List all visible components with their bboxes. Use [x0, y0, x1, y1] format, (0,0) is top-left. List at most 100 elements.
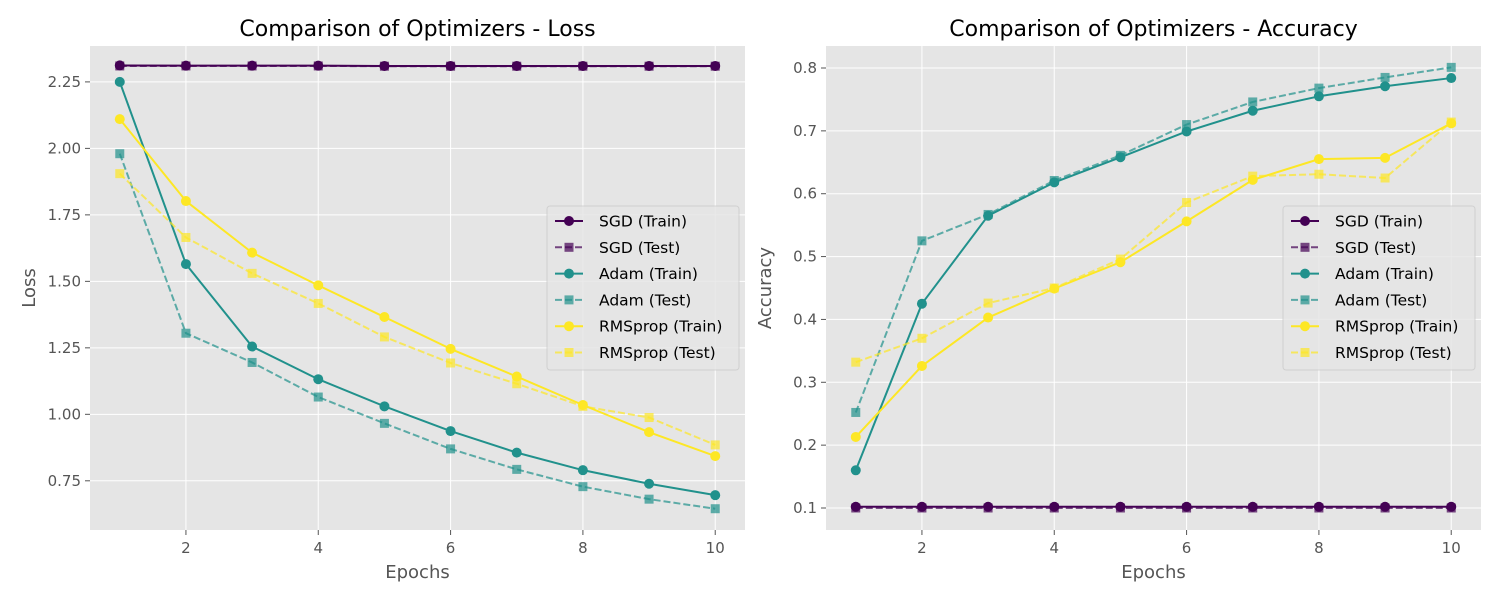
- legend-item: SGD (Train): [1291, 213, 1423, 231]
- legend-marker: [1300, 216, 1310, 226]
- x-tick-label: 8: [578, 539, 588, 557]
- data-point: [1313, 154, 1324, 165]
- data-point: [512, 61, 522, 71]
- series-rmsprop-test: [115, 169, 720, 450]
- data-point: [115, 61, 125, 71]
- data-point: [114, 114, 125, 125]
- y-tick-label: 0.6: [793, 185, 817, 203]
- legend-item: RMSprop (Test): [1291, 344, 1452, 362]
- y-tick-label: 2.00: [48, 139, 81, 157]
- data-point: [247, 357, 257, 367]
- y-tick-label: 0.7: [793, 122, 817, 140]
- legend-item: RMSprop (Train): [1291, 318, 1458, 336]
- data-point: [247, 61, 257, 71]
- x-tick-label: 6: [1182, 539, 1192, 557]
- legend: SGD (Train) SGD (Test) Adam (Train) Adam (T…: [1282, 205, 1476, 371]
- data-point: [850, 431, 861, 442]
- legend-item: SGD (Test): [1291, 239, 1416, 257]
- series-line-adam-train: [854, 77, 1452, 471]
- legend-item: Adam (Train): [555, 265, 698, 283]
- x-axis-label: Epochs: [385, 562, 450, 583]
- data-point: [710, 61, 720, 71]
- legend-label: RMSprop (Test): [599, 344, 716, 362]
- data-point: [1446, 62, 1456, 72]
- data-point: [1115, 503, 1125, 513]
- legend-marker: [564, 321, 574, 332]
- y-tick-label: 1.50: [48, 272, 81, 290]
- data-point: [1314, 169, 1324, 179]
- data-point: [1446, 117, 1456, 127]
- data-point: [512, 464, 522, 474]
- series-line-rmsprop-test: [855, 121, 1452, 364]
- data-point: [511, 447, 522, 458]
- data-point: [1182, 198, 1192, 208]
- legend-label: RMSprop (Train): [1335, 318, 1458, 336]
- legend-label: SGD (Test): [1335, 239, 1416, 257]
- data-point: [1049, 503, 1059, 513]
- y-tick-label: 0.8: [793, 59, 817, 77]
- data-point: [1115, 150, 1125, 160]
- x-axis-label: Epochs: [1121, 562, 1186, 583]
- series-rmsprop-train: [114, 114, 721, 462]
- series-adam-train: [114, 76, 721, 501]
- legend-marker: [1300, 268, 1310, 279]
- legend-item: RMSprop (Train): [555, 318, 722, 336]
- x-tick-label: 10: [706, 539, 725, 557]
- data-point: [1380, 152, 1391, 163]
- x-tick-label: 10: [1442, 539, 1461, 557]
- data-point: [247, 341, 258, 352]
- series-rmsprop-test: [851, 117, 1456, 367]
- y-tick-label: 0.75: [48, 472, 81, 490]
- legend-label: Adam (Train): [1335, 265, 1434, 283]
- data-point: [247, 247, 258, 258]
- legend-marker: [564, 348, 574, 357]
- data-point: [313, 298, 323, 308]
- data-point: [1248, 171, 1258, 181]
- series-line-rmsprop-train: [118, 118, 716, 458]
- data-point: [917, 503, 927, 513]
- data-point: [851, 407, 861, 417]
- series-line-adam-test: [118, 153, 716, 510]
- data-point: [644, 478, 655, 489]
- series-sgd-test: [851, 503, 1456, 513]
- data-point: [983, 312, 994, 323]
- legend-item: Adam (Test): [555, 291, 691, 309]
- legend-label: RMSprop (Train): [599, 318, 722, 336]
- data-point: [115, 169, 125, 179]
- data-point: [644, 427, 655, 438]
- data-point: [578, 482, 588, 492]
- data-point: [710, 504, 720, 514]
- data-point: [445, 343, 456, 354]
- data-point: [1446, 503, 1456, 513]
- y-tick-label: 0.3: [793, 373, 817, 391]
- data-point: [1049, 176, 1059, 186]
- data-point: [181, 232, 191, 242]
- data-point: [644, 61, 654, 71]
- data-point: [446, 444, 456, 454]
- data-point: [313, 374, 324, 385]
- data-point: [644, 413, 654, 423]
- data-point: [1313, 91, 1324, 102]
- y-axis-label: Accuracy: [755, 247, 776, 330]
- data-point: [1247, 105, 1258, 116]
- legend-marker: [564, 268, 574, 279]
- legend-marker: [1300, 321, 1310, 332]
- data-point: [247, 268, 257, 278]
- data-point: [1446, 73, 1457, 84]
- data-point: [850, 465, 861, 476]
- data-point: [983, 503, 993, 513]
- x-tick-label: 2: [181, 539, 191, 557]
- y-tick-label: 1.00: [48, 405, 81, 423]
- data-point: [710, 490, 721, 501]
- data-point: [851, 503, 861, 513]
- data-point: [1314, 83, 1324, 93]
- data-point: [851, 357, 861, 367]
- data-point: [1380, 503, 1390, 513]
- legend-label: SGD (Train): [599, 213, 687, 231]
- legend-item: RMSprop (Test): [555, 344, 716, 362]
- legend-label: SGD (Test): [599, 239, 680, 257]
- data-point: [181, 328, 191, 338]
- data-point: [313, 280, 324, 291]
- data-point: [379, 418, 389, 428]
- legend-item: Adam (Test): [1291, 291, 1427, 309]
